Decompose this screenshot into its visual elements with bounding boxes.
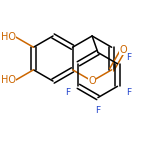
Text: F: F bbox=[126, 53, 131, 62]
Text: HO: HO bbox=[0, 32, 16, 42]
Text: F: F bbox=[95, 105, 100, 114]
Text: HO: HO bbox=[0, 75, 16, 85]
Text: F: F bbox=[126, 88, 131, 97]
Text: F: F bbox=[65, 88, 70, 97]
Text: O: O bbox=[119, 45, 127, 55]
Text: O: O bbox=[88, 76, 96, 86]
